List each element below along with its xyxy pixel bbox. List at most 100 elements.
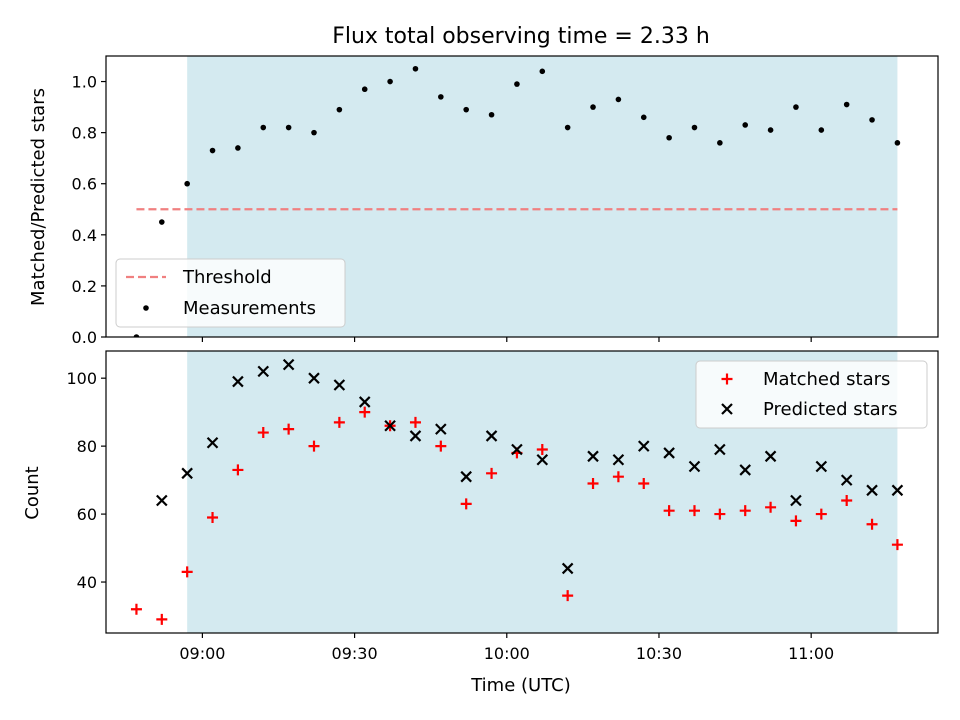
predicted-point <box>815 460 828 473</box>
predicted-point <box>181 467 193 480</box>
x-axis-label: Time (UTC) <box>470 675 571 696</box>
measurement-point <box>590 104 596 110</box>
matched-point <box>536 444 548 456</box>
matched-point <box>130 603 142 615</box>
predicted-point <box>790 494 802 507</box>
predicted-point <box>156 494 168 507</box>
legend-measurements-label: Measurements <box>183 298 316 319</box>
measurement-point <box>539 68 546 75</box>
measurement-point <box>438 94 444 100</box>
matched-point <box>333 416 345 428</box>
predicted-point <box>688 460 701 473</box>
matched-point <box>612 471 624 483</box>
bottom-panel: 40 60 80 100 09:00 09:30 10:00 10:30 11:00 Matche… <box>66 350 939 663</box>
predicted-point <box>384 419 396 432</box>
bottom-y-tick-label: 80 <box>77 437 97 456</box>
measurement-point <box>361 86 368 93</box>
matched-point <box>460 498 472 510</box>
measurement-point <box>387 78 393 85</box>
matched-point <box>359 406 371 418</box>
x-tick-label: 11:00 <box>788 644 834 663</box>
x-tick-label: 09:30 <box>332 644 378 663</box>
top-y-tick-label: 0.8 <box>72 124 97 143</box>
measurement-point <box>793 104 799 110</box>
matched-point <box>486 467 498 479</box>
predicted-point <box>206 436 219 449</box>
predicted-point <box>891 484 904 497</box>
top-y-tick-label: 1.0 <box>72 73 97 92</box>
measurement-point <box>260 124 267 131</box>
matched-point <box>283 423 295 435</box>
top-y-tick-label: 0.6 <box>72 175 97 194</box>
measurement-point <box>691 124 698 131</box>
matched-point <box>207 511 219 523</box>
top-panel: 0.0 0.2 0.4 0.6 0.8 1.0 Threshold Measurements <box>72 55 939 347</box>
predicted-point <box>764 450 777 463</box>
predicted-point <box>257 365 270 378</box>
plot-layer: 0.0 0.2 0.4 0.6 0.8 1.0 Threshold Measurements 4… <box>66 55 939 663</box>
matched-point <box>739 505 751 517</box>
measurement-point <box>742 122 749 128</box>
matched-point <box>156 613 168 625</box>
predicted-point <box>663 447 675 459</box>
measurement-point <box>869 117 875 123</box>
top-series-measurements <box>133 65 901 337</box>
measurement-point <box>514 81 520 87</box>
legend-predicted-label: Predicted stars <box>763 399 897 420</box>
matched-point <box>688 505 700 517</box>
top-axes-frame <box>105 55 939 338</box>
predicted-point <box>587 450 599 463</box>
bottom-series-matched <box>130 406 903 625</box>
top-y-tick-label: 0.0 <box>72 328 97 347</box>
matched-point <box>409 416 421 428</box>
top-legend-box <box>115 258 346 328</box>
predicted-point <box>485 430 498 442</box>
measurement-point <box>564 124 571 131</box>
matched-point <box>562 590 574 602</box>
measurement-point <box>285 124 292 131</box>
x-tick-label: 10:00 <box>484 644 530 663</box>
matched-point <box>866 518 878 530</box>
bottom-series-predicted <box>156 358 904 575</box>
predicted-point <box>637 440 650 452</box>
predicted-point <box>714 443 726 456</box>
matched-point <box>714 508 726 520</box>
matched-point <box>232 464 244 476</box>
matched-point <box>308 440 320 452</box>
measurement-point <box>463 106 469 113</box>
measurement-point <box>717 140 723 146</box>
legend-measurements-swatch <box>143 305 149 311</box>
predicted-point <box>739 464 751 476</box>
bottom-axes-frame <box>105 350 939 634</box>
chart-title: Flux total observing time = 2.33 h <box>332 24 710 49</box>
top-y-tick-label: 0.2 <box>72 277 97 296</box>
measurement-point <box>615 96 622 103</box>
predicted-point <box>308 372 320 384</box>
bottom-y-axis-label: Count <box>22 466 43 519</box>
predicted-point <box>536 453 549 466</box>
matched-point <box>663 505 675 517</box>
measurement-point <box>843 101 850 108</box>
predicted-point <box>409 430 422 442</box>
matched-point <box>765 501 777 513</box>
measurement-point <box>894 140 901 146</box>
legend-threshold-label: Threshold <box>182 267 272 288</box>
measurement-point <box>209 147 216 154</box>
matched-point <box>257 427 269 439</box>
measurement-point <box>159 219 165 225</box>
legend-predicted-swatch <box>721 403 733 415</box>
x-tick-label: 10:30 <box>636 644 682 663</box>
predicted-point <box>511 443 523 456</box>
bottom-y-tick-label: 60 <box>77 505 97 524</box>
top-legend: Threshold Measurements <box>115 258 346 328</box>
measurement-point <box>336 106 343 113</box>
measurement-point <box>767 127 774 133</box>
legend-matched-swatch <box>721 373 733 385</box>
predicted-point <box>612 453 625 466</box>
matched-point <box>587 478 599 490</box>
matched-point <box>891 539 903 551</box>
measurement-point <box>133 334 140 337</box>
measurement-point <box>412 65 419 72</box>
x-tick-label: 09:00 <box>179 644 225 663</box>
